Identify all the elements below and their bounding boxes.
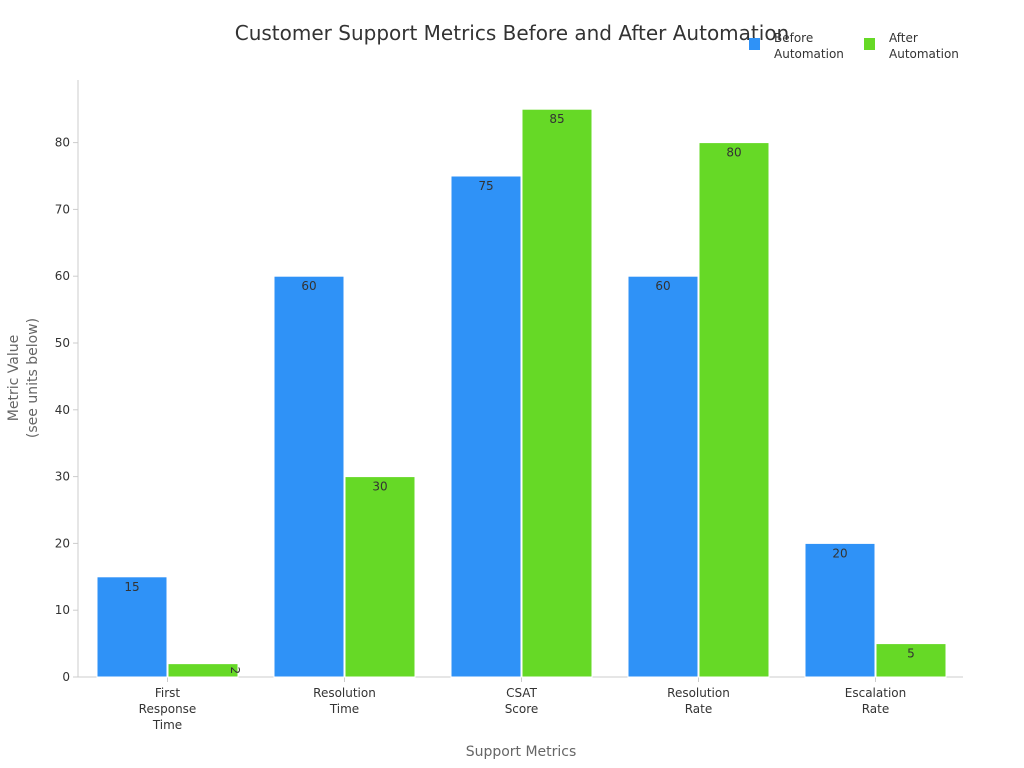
- y-tick-label: 80: [55, 136, 70, 150]
- y-tick-label: 60: [55, 269, 70, 283]
- bar-value-label: 20: [832, 546, 847, 560]
- legend-swatch: [864, 38, 875, 50]
- y-tick-label: 50: [55, 336, 70, 350]
- x-tick-label: First Response Time: [139, 686, 197, 732]
- y-tick-label: 0: [62, 670, 70, 684]
- bar-value-label: 5: [907, 647, 915, 661]
- y-tick-label: 20: [55, 536, 70, 550]
- y-tick-label: 40: [55, 403, 70, 417]
- x-tick-label: CSAT Score: [505, 686, 539, 716]
- x-tick-label: Escalation Rate: [845, 686, 906, 716]
- y-tick-label: 10: [55, 603, 70, 617]
- bar-value-label: 60: [655, 279, 670, 293]
- bar: [96, 576, 168, 678]
- bar: [521, 108, 593, 678]
- bar-value-label: 30: [372, 480, 387, 494]
- legend-swatch: [749, 38, 760, 50]
- bar-value-label: 80: [726, 146, 741, 160]
- bar: [627, 275, 699, 678]
- bar-value-label: 2: [228, 666, 242, 674]
- bar: [804, 542, 876, 678]
- bar-value-label: 15: [124, 580, 139, 594]
- y-axis-ticks: 0 10 20 30 40 50 60 70 80: [55, 136, 78, 684]
- bar-value-label: 75: [478, 179, 493, 193]
- bar-value-label: 60: [301, 279, 316, 293]
- bar: [344, 476, 416, 678]
- y-axis-title: Metric Value (see units below): [6, 318, 41, 438]
- bar-value-labels: 15 60 75 60 20 2 30 85 80 5: [124, 112, 914, 674]
- bar: [875, 643, 947, 678]
- x-tick-label: Resolution Time: [313, 686, 376, 716]
- bar: [167, 663, 239, 678]
- legend-label: After Automation: [889, 31, 959, 61]
- bar: [450, 175, 522, 678]
- chart-title: Customer Support Metrics Before and Afte…: [235, 21, 789, 45]
- legend: Before Automation After Automation: [749, 31, 959, 61]
- bar: [698, 142, 770, 678]
- bars: [96, 108, 947, 678]
- x-axis-title: Support Metrics: [466, 744, 577, 760]
- bar-value-label: 85: [549, 112, 564, 126]
- x-axis-ticks: First Response Time Resolution Time CSAT Score…: [139, 677, 906, 732]
- y-tick-label: 30: [55, 470, 70, 484]
- x-tick-label: Resolution Rate: [667, 686, 730, 716]
- legend-label: Before Automation: [774, 31, 844, 61]
- y-tick-label: 70: [55, 202, 70, 216]
- bar: [273, 275, 345, 678]
